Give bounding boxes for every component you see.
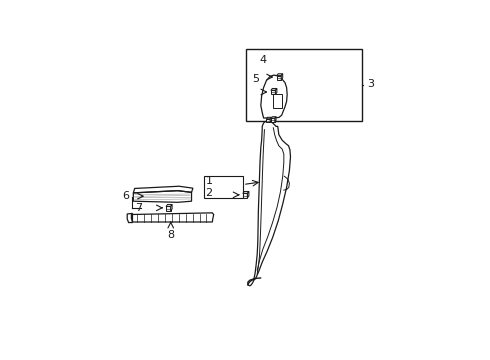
Text: 8: 8 [167, 230, 174, 240]
Polygon shape [271, 118, 275, 122]
Polygon shape [171, 204, 172, 211]
Polygon shape [281, 74, 283, 80]
Polygon shape [271, 89, 277, 90]
Bar [245, 49, 362, 121]
Polygon shape [166, 207, 171, 211]
Polygon shape [277, 76, 281, 80]
Text: 1: 1 [205, 176, 212, 186]
Polygon shape [267, 117, 271, 119]
Polygon shape [243, 193, 247, 198]
Text: 2: 2 [205, 188, 213, 198]
Text: 5: 5 [252, 74, 259, 84]
Polygon shape [243, 192, 249, 193]
Polygon shape [166, 204, 172, 207]
Bar [204, 176, 243, 198]
Polygon shape [271, 90, 275, 94]
Text: 4: 4 [259, 55, 267, 65]
Text: 3: 3 [368, 79, 374, 89]
Bar [273, 94, 282, 108]
Polygon shape [247, 192, 249, 198]
Polygon shape [277, 74, 283, 76]
Polygon shape [275, 117, 276, 122]
Polygon shape [275, 89, 277, 94]
Text: 6: 6 [122, 191, 129, 201]
Polygon shape [271, 117, 276, 118]
Text: 7: 7 [135, 203, 143, 213]
Polygon shape [267, 119, 270, 122]
Polygon shape [270, 117, 271, 122]
